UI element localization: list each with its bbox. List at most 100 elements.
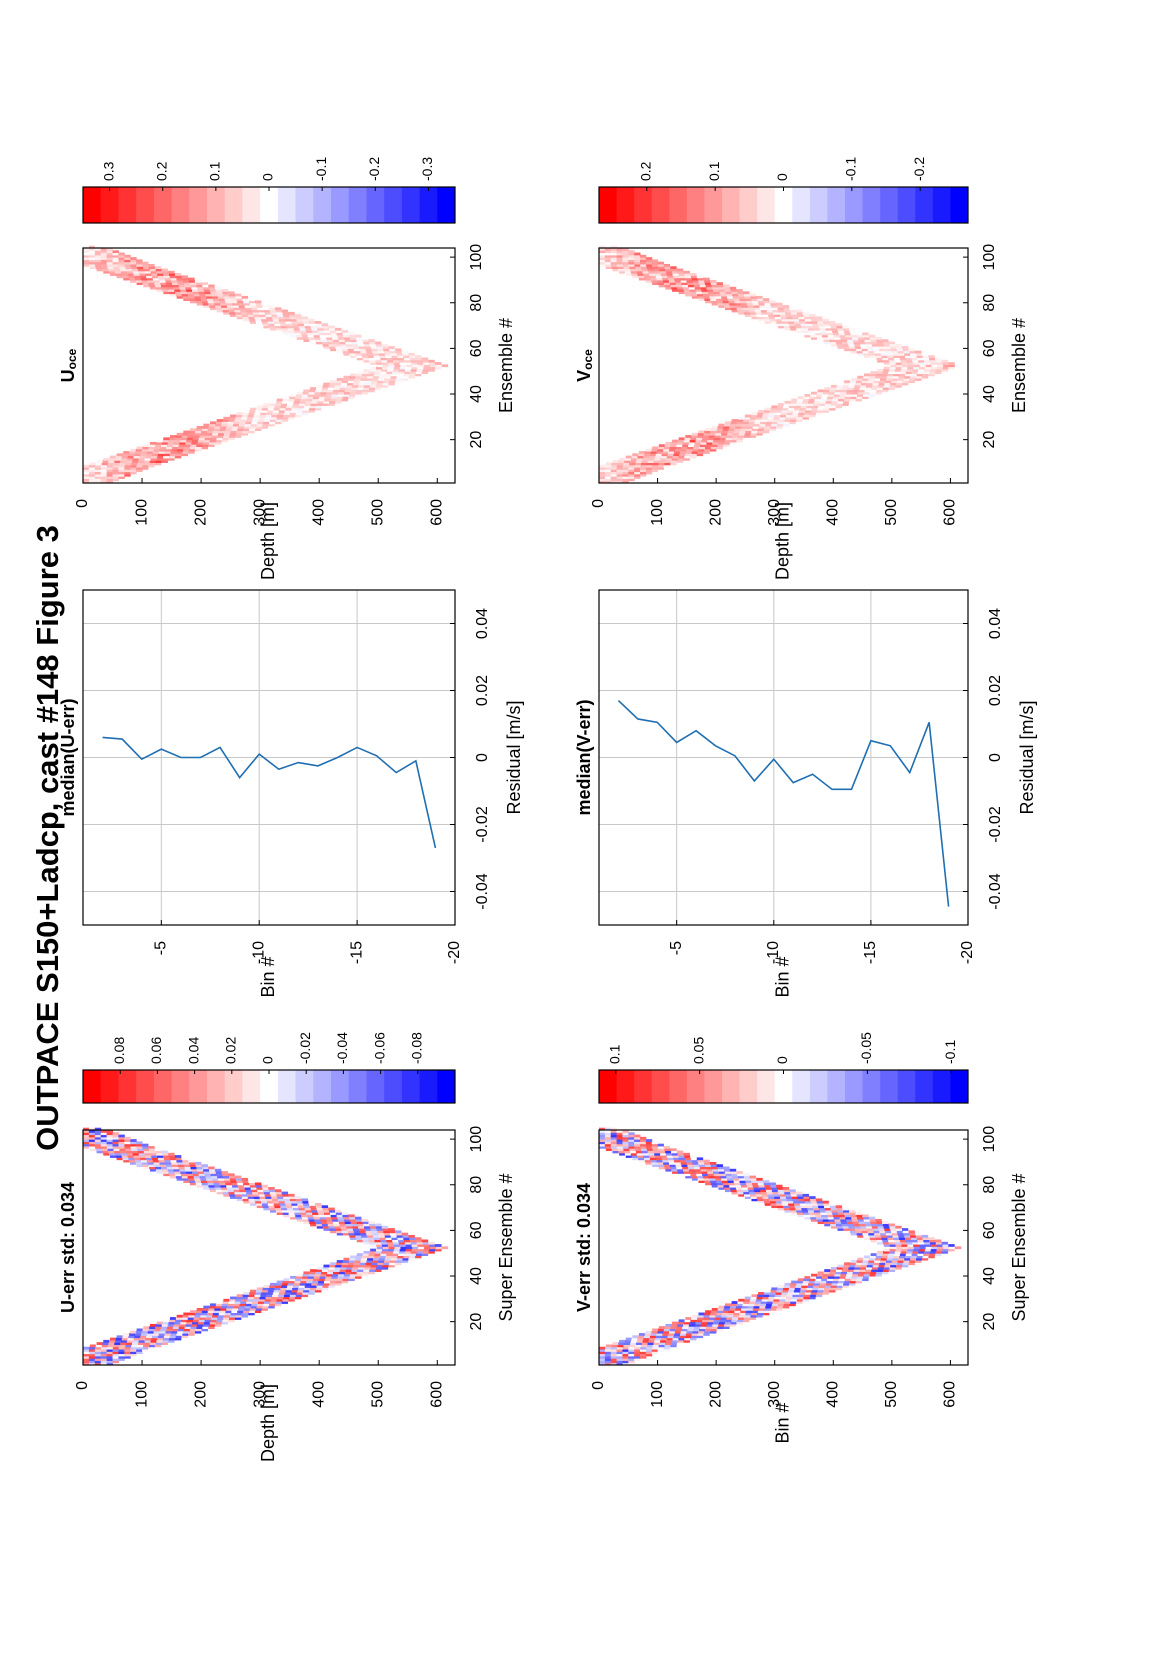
colorbar-swatch (313, 1070, 332, 1103)
heatmap-cell (699, 282, 706, 286)
heatmap-cell (604, 1355, 612, 1359)
heatmap-cell (658, 444, 666, 447)
heatmap-cell (760, 419, 768, 422)
heatmap-cell (640, 1136, 647, 1140)
heatmap-cell (156, 1152, 163, 1156)
heatmap-cell (83, 1360, 90, 1364)
heatmap-cell (212, 295, 219, 299)
heatmap-cell (261, 318, 268, 322)
heatmap-cell (316, 1285, 323, 1288)
heatmap-cell (94, 1362, 102, 1366)
heatmap-cell (357, 387, 364, 390)
colorbar-swatch (242, 187, 261, 223)
heatmap-cell (261, 409, 268, 413)
heatmap-cell (789, 421, 796, 425)
heatmap-cell (848, 1209, 856, 1213)
heatmap-cell (226, 1307, 233, 1311)
heatmap-cell (147, 1161, 155, 1165)
heatmap-cell (122, 453, 129, 457)
heatmap-cell (744, 1193, 751, 1197)
heatmap-cell (365, 1262, 372, 1266)
heatmap-cell (270, 1282, 277, 1286)
heatmap-cell (786, 316, 793, 320)
heatmap-cell (124, 1136, 131, 1140)
heatmap-cell (676, 1150, 684, 1154)
colorbar-swatch (774, 1070, 793, 1103)
heatmap-cell (711, 302, 719, 306)
heatmap-cell (343, 1216, 350, 1220)
heatmap-cell (106, 248, 114, 251)
heatmap-cell (159, 1161, 166, 1165)
heatmap-cell (362, 1239, 370, 1243)
heatmap-cell (350, 339, 358, 343)
heatmap-cell (202, 425, 209, 429)
heatmap-cell (843, 382, 850, 386)
heatmap-cell (723, 441, 731, 445)
heatmap-cell (738, 1314, 746, 1318)
heatmap-cell (892, 375, 899, 379)
heatmap-cell (341, 380, 349, 384)
heatmap-cell (387, 1244, 395, 1247)
heatmap-cell (610, 1132, 618, 1136)
heatmap-cell (106, 1141, 114, 1145)
heatmap-cell (319, 394, 327, 397)
heatmap-cell (776, 425, 783, 429)
heatmap-cell (132, 460, 139, 463)
heatmap-cell (775, 1291, 783, 1295)
heatmap-cell (847, 1269, 855, 1272)
heatmap-cell (802, 1193, 810, 1197)
heatmap-cell (610, 1143, 618, 1147)
heatmap-cell (696, 275, 704, 279)
heatmap-cell (108, 1342, 115, 1345)
heatmap-cell (612, 1150, 619, 1154)
heatmap-cell (758, 1307, 765, 1311)
heatmap-cell (702, 291, 709, 295)
heatmap-cell (188, 295, 195, 299)
heatmap-cell (751, 316, 758, 320)
heatmap-cell (255, 425, 263, 429)
heatmap-cell (310, 1223, 317, 1227)
heatmap-cell (264, 311, 272, 315)
heatmap-cell (309, 339, 316, 343)
heatmap-cell (790, 1298, 798, 1302)
heatmap-cell (856, 350, 863, 354)
heatmap-cell (181, 1335, 188, 1339)
heatmap-cell (761, 416, 769, 420)
heatmap-cell (83, 1351, 90, 1355)
heatmap-cell (235, 414, 243, 418)
heatmap-cell (154, 282, 161, 286)
heatmap-cell (204, 1173, 212, 1177)
heatmap-cell (876, 1271, 883, 1275)
heatmap-cell (654, 455, 662, 459)
heatmap-cell (663, 448, 670, 452)
heatmap-cell (826, 1212, 833, 1215)
heatmap-cell (422, 359, 429, 363)
heatmap-cell (275, 1285, 282, 1288)
heatmap-cell (217, 1317, 224, 1320)
heatmap-cell (624, 1342, 631, 1345)
heatmap-cell (799, 321, 807, 324)
heatmap-cell (646, 1148, 654, 1152)
heatmap-cell (617, 1344, 624, 1348)
colorbar-tick-label: -0.1 (313, 157, 329, 181)
heatmap-cell (215, 1189, 223, 1193)
heatmap-cell (779, 1193, 786, 1197)
heatmap-cell (737, 1191, 744, 1195)
heatmap-cell (301, 316, 309, 320)
heatmap-cell (604, 1358, 612, 1361)
colorbar-swatch (686, 1070, 705, 1103)
heatmap-cell (773, 416, 780, 420)
heatmap-cell (321, 1223, 329, 1227)
heatmap-cell (777, 325, 785, 329)
heatmap-cell (342, 378, 350, 381)
heatmap-cell (352, 384, 359, 388)
heatmap-cell (885, 380, 892, 384)
heatmap-cell (651, 467, 659, 470)
heatmap-cell (210, 1173, 217, 1177)
heatmap-cell (303, 1221, 310, 1225)
heatmap-cell (703, 1333, 710, 1336)
heatmap-cell (151, 1155, 158, 1158)
heatmap-cell (682, 1326, 689, 1329)
heatmap-cell (728, 1182, 735, 1186)
heatmap-cell (201, 1310, 209, 1314)
